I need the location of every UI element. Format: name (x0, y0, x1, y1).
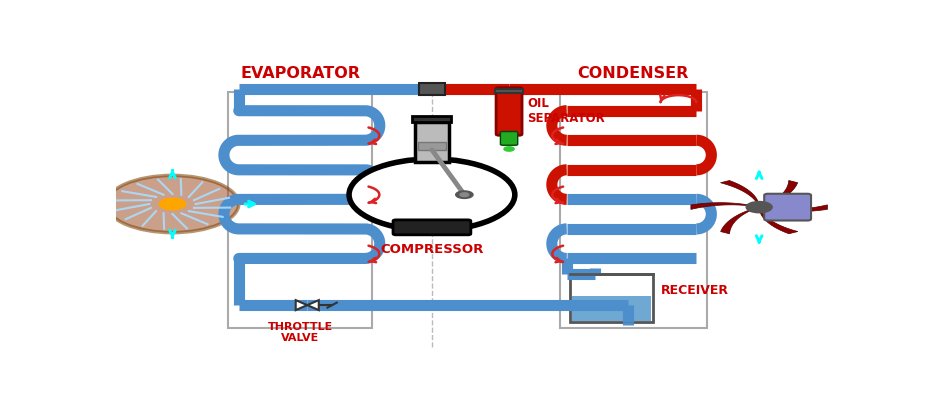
Circle shape (746, 202, 772, 213)
Bar (496, 89, 523, 93)
Circle shape (106, 175, 239, 233)
Bar (573, 296, 651, 321)
Circle shape (159, 198, 186, 210)
Bar (423, 85, 441, 93)
Polygon shape (759, 207, 798, 234)
Circle shape (456, 191, 473, 198)
Bar (418, 83, 445, 95)
Bar (570, 274, 653, 322)
Text: RECEIVER: RECEIVER (660, 284, 728, 297)
Polygon shape (721, 181, 759, 207)
Circle shape (504, 147, 514, 151)
FancyBboxPatch shape (496, 88, 522, 135)
Text: EVAPORATOR: EVAPORATOR (240, 66, 360, 81)
Circle shape (460, 193, 469, 197)
Polygon shape (296, 300, 307, 310)
Bar (228, 92, 372, 328)
Bar (418, 142, 446, 150)
Bar (560, 92, 707, 328)
Polygon shape (759, 205, 828, 212)
Text: CONDENSER: CONDENSER (578, 66, 689, 81)
Text: OIL
SEPARATOR: OIL SEPARATOR (527, 97, 604, 126)
Text: THROTTLE
VALVE: THROTTLE VALVE (268, 322, 333, 343)
Polygon shape (721, 207, 759, 234)
FancyBboxPatch shape (764, 194, 811, 221)
FancyBboxPatch shape (393, 220, 471, 235)
FancyBboxPatch shape (500, 132, 518, 145)
Polygon shape (759, 181, 798, 207)
Bar (413, 116, 451, 122)
Polygon shape (691, 203, 759, 209)
Circle shape (349, 159, 515, 230)
Text: COMPRESSOR: COMPRESSOR (380, 243, 484, 256)
Bar (415, 122, 449, 162)
Polygon shape (307, 300, 319, 310)
